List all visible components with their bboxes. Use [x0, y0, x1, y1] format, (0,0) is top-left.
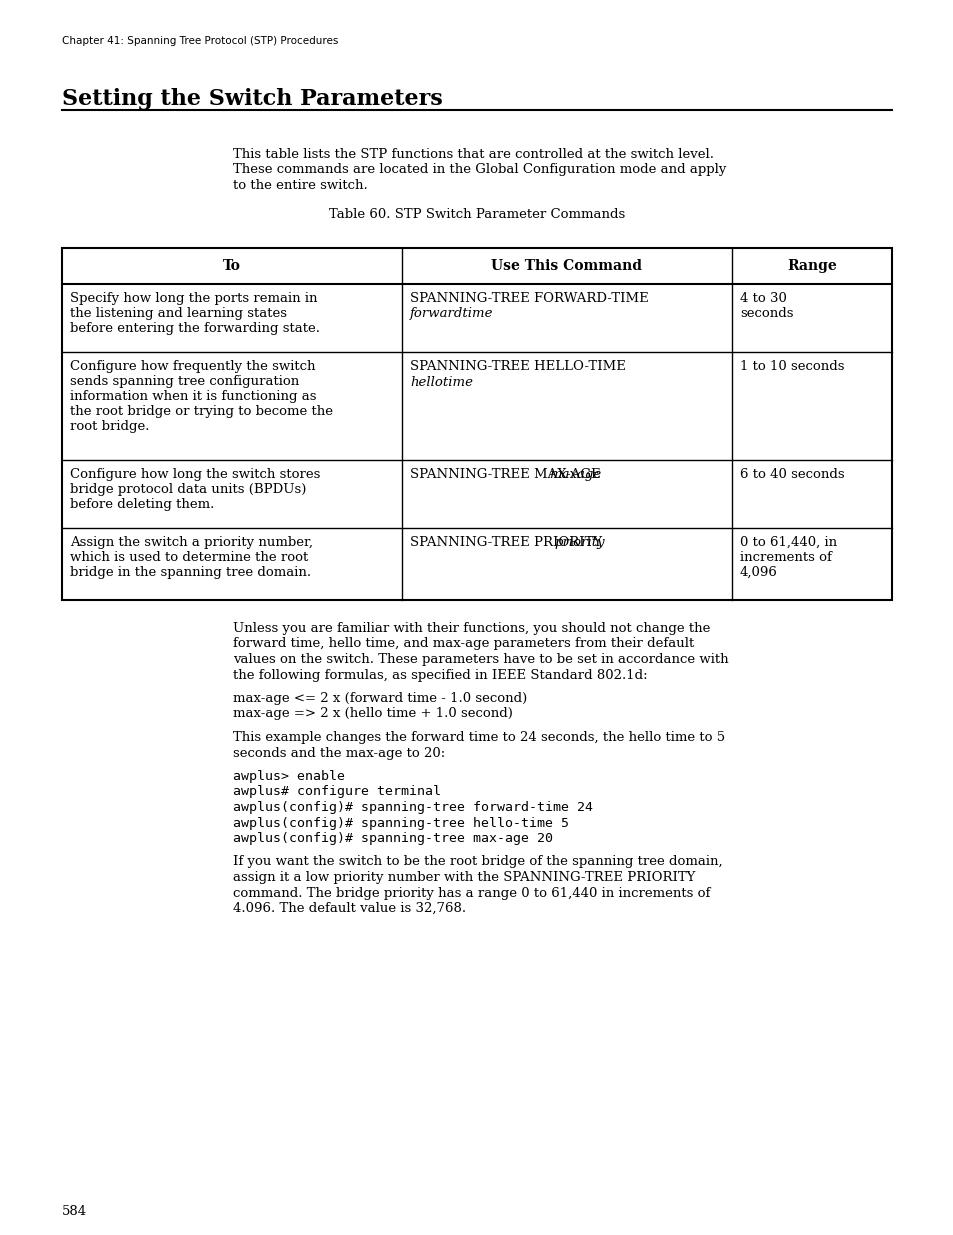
Text: 1 to 10 seconds: 1 to 10 seconds	[740, 359, 843, 373]
Text: max-age <= 2 x (forward time - 1.0 second): max-age <= 2 x (forward time - 1.0 secon…	[233, 692, 527, 705]
Text: This example changes the forward time to 24 seconds, the hello time to 5: This example changes the forward time to…	[233, 731, 724, 743]
Text: Range: Range	[786, 259, 836, 273]
Text: Configure how frequently the switch
sends spanning tree configuration
informatio: Configure how frequently the switch send…	[70, 359, 333, 433]
Text: These commands are located in the Global Configuration mode and apply: These commands are located in the Global…	[233, 163, 725, 177]
Text: SPANNING-TREE PRIORITY: SPANNING-TREE PRIORITY	[410, 536, 606, 550]
Text: awplus(config)# spanning-tree max-age 20: awplus(config)# spanning-tree max-age 20	[233, 832, 553, 845]
Text: 4.096. The default value is 32,768.: 4.096. The default value is 32,768.	[233, 902, 466, 915]
Text: awplus> enable: awplus> enable	[233, 769, 345, 783]
Text: Setting the Switch Parameters: Setting the Switch Parameters	[62, 88, 442, 110]
Text: Assign the switch a priority number,
which is used to determine the root
bridge : Assign the switch a priority number, whi…	[70, 536, 313, 579]
Text: Unless you are familiar with their functions, you should not change the: Unless you are familiar with their funct…	[233, 622, 710, 635]
Text: max-age => 2 x (hello time + 1.0 second): max-age => 2 x (hello time + 1.0 second)	[233, 708, 513, 720]
Text: to the entire switch.: to the entire switch.	[233, 179, 367, 191]
Text: SPANNING-TREE FORWARD-TIME: SPANNING-TREE FORWARD-TIME	[410, 291, 648, 305]
Text: Use This Command: Use This Command	[491, 259, 641, 273]
Text: 6 to 40 seconds: 6 to 40 seconds	[740, 468, 843, 480]
Text: awplus(config)# spanning-tree hello-time 5: awplus(config)# spanning-tree hello-time…	[233, 816, 568, 830]
Text: 4 to 30
seconds: 4 to 30 seconds	[740, 291, 793, 320]
Text: priority: priority	[555, 536, 605, 550]
Text: the following formulas, as specified in IEEE Standard 802.1d:: the following formulas, as specified in …	[233, 668, 647, 682]
Bar	[62, 248, 891, 600]
Text: values on the switch. These parameters have to be set in accordance with: values on the switch. These parameters h…	[233, 653, 728, 666]
Text: This table lists the STP functions that are controlled at the switch level.: This table lists the STP functions that …	[233, 148, 713, 161]
Text: Specify how long the ports remain in
the listening and learning states
before en: Specify how long the ports remain in the…	[70, 291, 319, 335]
Text: To: To	[223, 259, 241, 273]
Text: assign it a low priority number with the SPANNING-TREE PRIORITY: assign it a low priority number with the…	[233, 871, 695, 884]
Text: Configure how long the switch stores
bridge protocol data units (BPDUs)
before d: Configure how long the switch stores bri…	[70, 468, 320, 511]
Text: SPANNING-TREE HELLO-TIME: SPANNING-TREE HELLO-TIME	[410, 359, 625, 373]
Text: SPANNING-TREE MAX-AGE: SPANNING-TREE MAX-AGE	[410, 468, 604, 480]
Text: 584: 584	[62, 1205, 87, 1218]
Text: seconds and the max-age to 20:: seconds and the max-age to 20:	[233, 746, 445, 760]
Text: If you want the switch to be the root bridge of the spanning tree domain,: If you want the switch to be the root br…	[233, 856, 721, 868]
Text: forward time, hello time, and max-age parameters from their default: forward time, hello time, and max-age pa…	[233, 637, 694, 651]
Text: forwardtime: forwardtime	[410, 308, 493, 321]
Text: hellotime: hellotime	[410, 375, 473, 389]
Text: Table 60. STP Switch Parameter Commands: Table 60. STP Switch Parameter Commands	[329, 209, 624, 221]
Text: awplus(config)# spanning-tree forward-time 24: awplus(config)# spanning-tree forward-ti…	[233, 802, 593, 814]
Text: 0 to 61,440, in
increments of
4,096: 0 to 61,440, in increments of 4,096	[740, 536, 836, 579]
Text: maxage: maxage	[548, 468, 600, 480]
Text: awplus# configure terminal: awplus# configure terminal	[233, 785, 440, 799]
Text: command. The bridge priority has a range 0 to 61,440 in increments of: command. The bridge priority has a range…	[233, 887, 710, 899]
Text: Chapter 41: Spanning Tree Protocol (STP) Procedures: Chapter 41: Spanning Tree Protocol (STP)…	[62, 36, 338, 46]
